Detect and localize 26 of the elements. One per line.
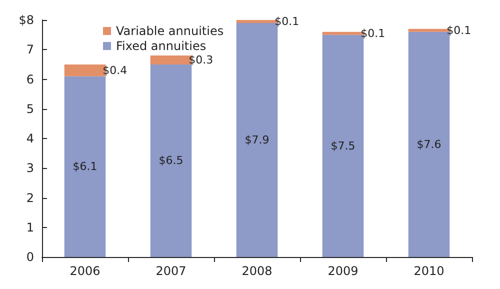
data-label: $0.1 xyxy=(446,24,472,37)
data-label: $0.1 xyxy=(274,14,300,28)
data-label: $7.6 xyxy=(416,138,442,151)
data-label: $6.1 xyxy=(72,160,98,174)
y-tick-label: $8 xyxy=(18,13,34,27)
y-tick-label: 0 xyxy=(26,250,34,264)
x-tick-label: 2007 xyxy=(156,264,186,278)
data-label: $0.1 xyxy=(360,26,386,40)
y-tick-label: 3 xyxy=(26,161,34,176)
x-tick-label: 2009 xyxy=(328,264,358,278)
y-tick-label: 2 xyxy=(26,190,34,205)
y-tick-label: 6 xyxy=(26,72,34,86)
data-label: $6.5 xyxy=(158,154,184,168)
y-tick-label: 4 xyxy=(26,132,34,146)
x-tick-label: 2010 xyxy=(414,264,444,278)
y-tick-label: 7 xyxy=(26,42,34,57)
y-tick-label: 1 xyxy=(26,220,34,234)
x-tick-label: 2006 xyxy=(70,264,100,278)
bar xyxy=(150,64,192,257)
data-label: $7.9 xyxy=(244,133,270,146)
y-tick-label: 5 xyxy=(26,102,34,116)
legend-label: Fixed annuities xyxy=(116,39,206,53)
legend-label: Variable annuities xyxy=(116,24,224,38)
data-label: $7.5 xyxy=(330,139,356,152)
x-tick-label: 2008 xyxy=(242,264,272,278)
bar xyxy=(64,76,106,257)
